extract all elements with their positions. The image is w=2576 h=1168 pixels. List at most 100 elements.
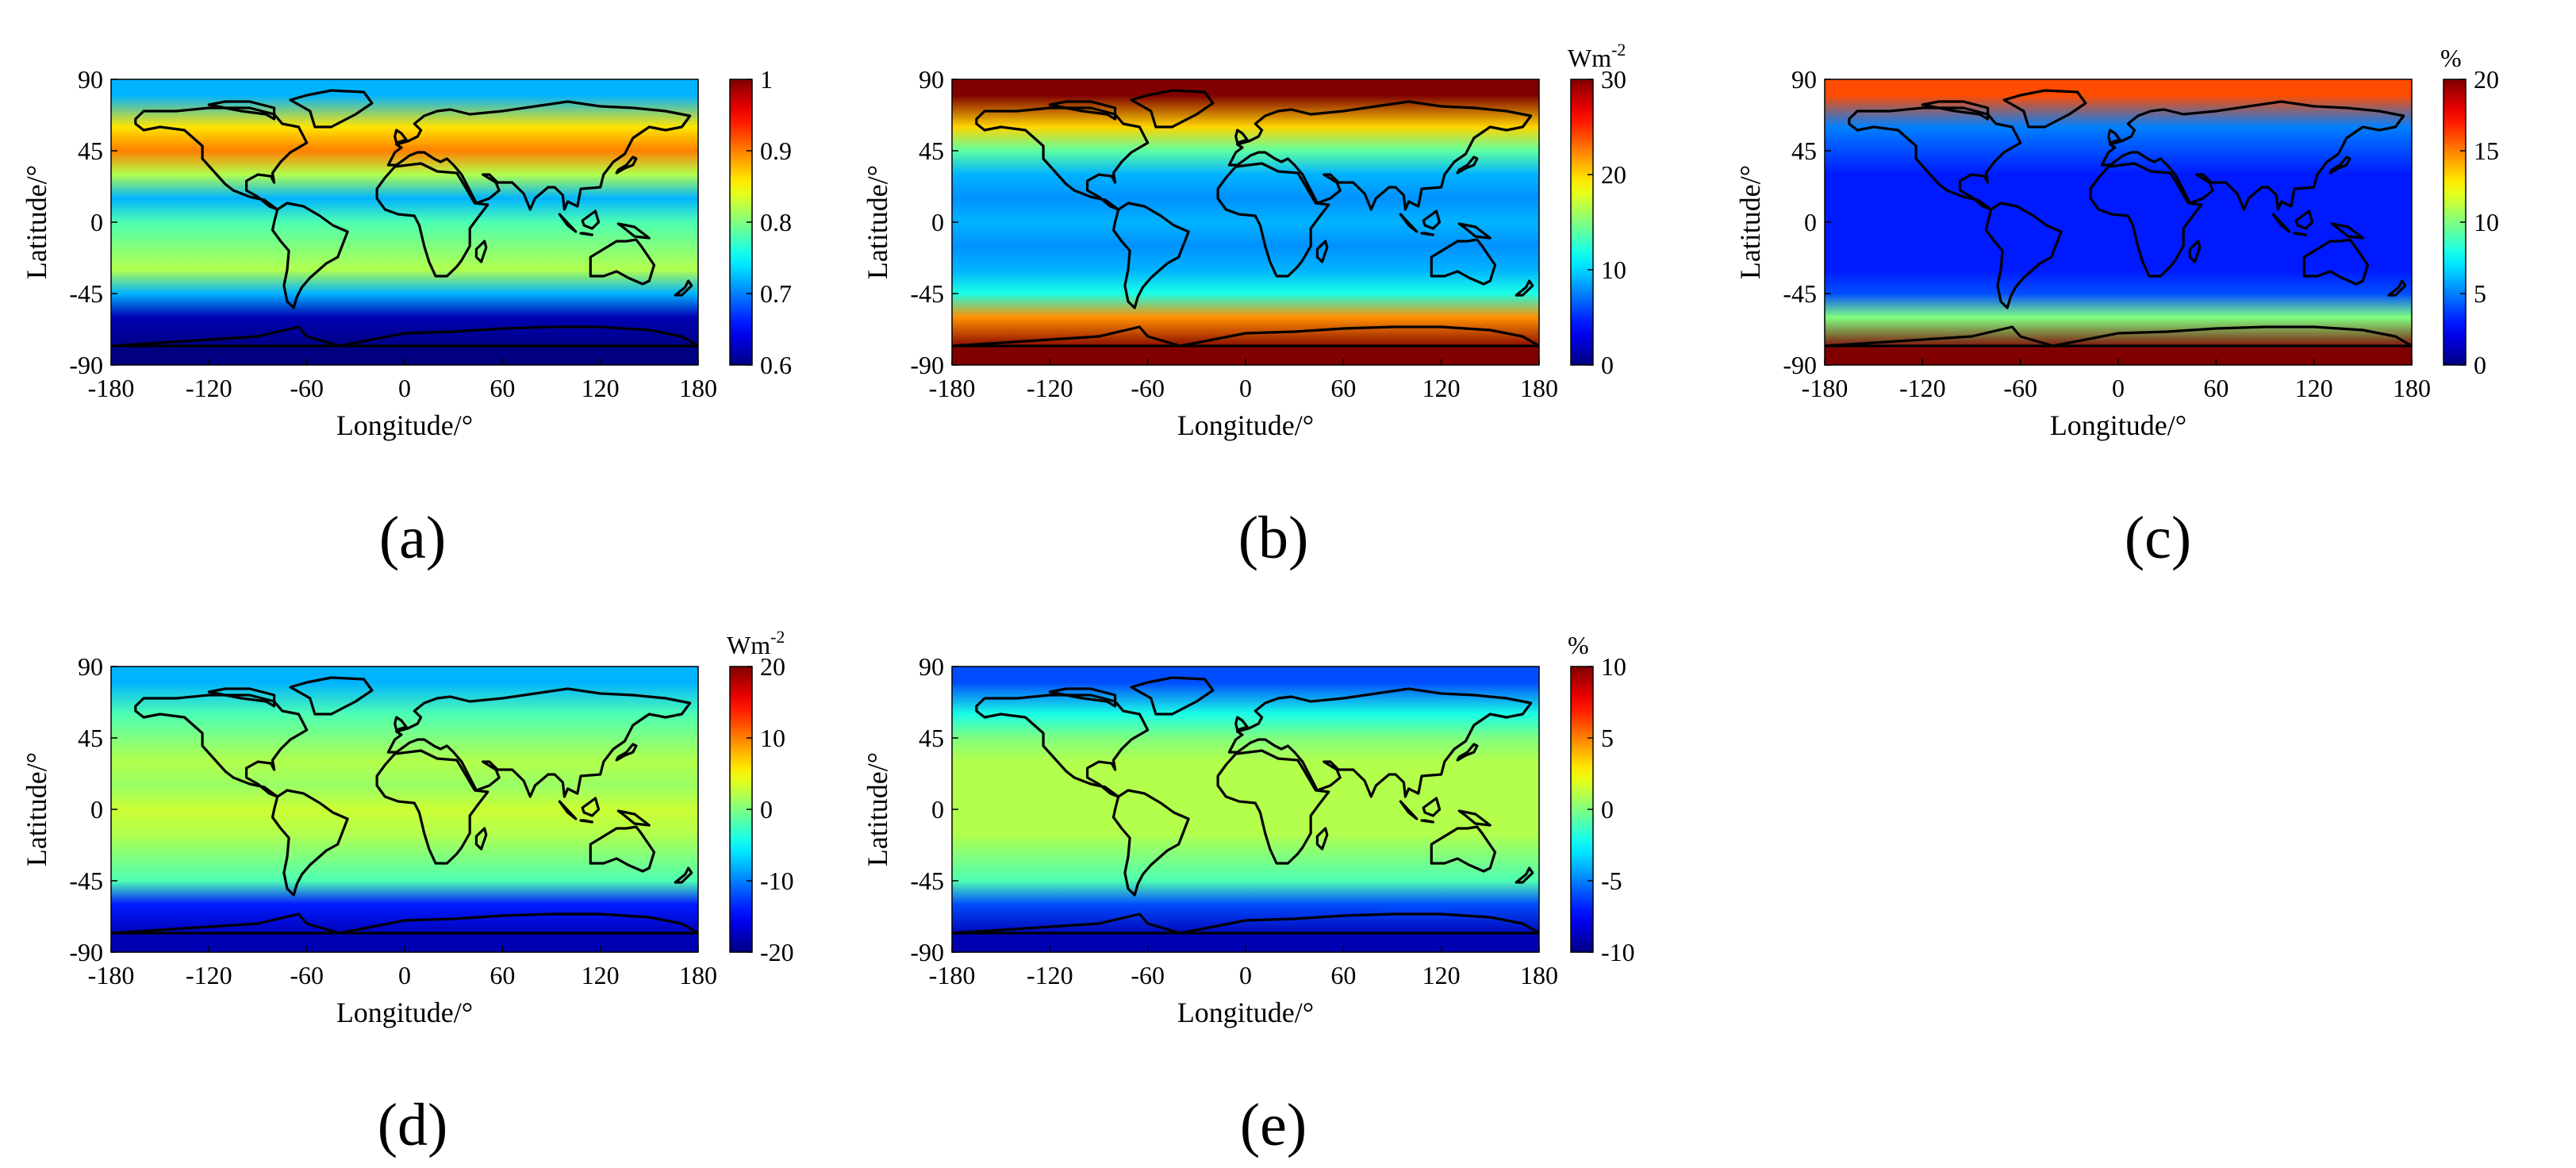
y-axis-label: Latitude/° (862, 752, 893, 866)
colorbar-tick-label: -20 (760, 938, 794, 966)
coastline (1422, 209, 1442, 230)
y-tick-label: 90 (1791, 65, 1817, 94)
coastline (1216, 749, 1330, 865)
x-tick-label: -60 (290, 374, 324, 402)
coastline (2387, 279, 2407, 297)
coastline (952, 325, 1539, 348)
x-tick-label: 180 (1520, 374, 1558, 402)
heatmap-field (952, 79, 1539, 365)
colorbar-tick-label: 0.7 (760, 279, 792, 308)
coastlines (111, 676, 698, 935)
x-tick-label: -120 (186, 374, 232, 402)
y-tick-label: -45 (69, 866, 103, 895)
x-tick-label: -120 (186, 961, 232, 989)
coastline (1315, 827, 1329, 851)
coastline (289, 676, 374, 716)
heatmap-field (111, 667, 698, 952)
x-tick-label: -180 (929, 374, 976, 402)
panel-label-a: (a) (378, 505, 447, 571)
x-tick-label: -120 (1027, 374, 1073, 402)
colorbar-tick-label: 5 (2474, 279, 2486, 308)
coastlines (952, 676, 1539, 935)
coastline (589, 825, 656, 873)
y-tick-label: 0 (90, 795, 103, 824)
x-tick-label: 0 (1239, 961, 1252, 989)
coastline (1111, 789, 1190, 897)
coastline (581, 209, 601, 230)
colorbar (1570, 666, 1594, 953)
coastline (615, 156, 638, 175)
coastline (375, 162, 489, 278)
coastline (375, 749, 489, 865)
coastlines (952, 89, 1539, 348)
y-tick-label: -45 (1783, 279, 1817, 308)
panel-a: -180 -120 -60 0 60 120 180 90 45 0 -45 -90 Longitude… (16, 63, 825, 571)
coastline (1515, 279, 1534, 297)
coastline (1984, 202, 2063, 309)
coastline (615, 743, 638, 762)
coastline (579, 232, 593, 236)
coastline (134, 106, 309, 211)
y-tick-label: 45 (78, 724, 103, 752)
y-tick-label: -90 (69, 351, 103, 379)
colorbar-tick-label: -10 (760, 866, 794, 895)
x-axis-label: Longitude/° (1177, 409, 1314, 441)
heatmap-field (952, 667, 1539, 952)
x-tick-label: -120 (1899, 374, 1946, 402)
coastline (2271, 213, 2291, 233)
x-tick-label: -60 (2003, 374, 2037, 402)
colorbar-tick-label: 0 (1601, 351, 1614, 379)
y-axis-label: Latitude/° (862, 165, 893, 279)
coastline (1048, 687, 1117, 708)
coastlines (111, 89, 698, 348)
coastline (271, 789, 349, 897)
y-tick-label: 45 (919, 136, 944, 165)
coastline (1227, 100, 1533, 211)
coastline (207, 100, 276, 121)
x-tick-label: -180 (1802, 374, 1849, 402)
y-tick-label: 45 (1791, 136, 1817, 165)
coastline (386, 100, 692, 211)
x-tick-label: 60 (489, 374, 515, 402)
coastline (2100, 100, 2405, 211)
coastline (1130, 89, 1215, 129)
coastline (2293, 232, 2307, 236)
x-tick-label: -180 (88, 961, 135, 989)
colorbar-tick-label: 20 (2474, 65, 2499, 94)
coastline (394, 129, 408, 144)
panel-c: -180 -120 -60 0 60 120 180 90 45 0 -45 -90 Longitude… (1729, 44, 2570, 571)
panel-label-b: (b) (1238, 505, 1309, 571)
x-tick-label: 0 (1239, 374, 1252, 402)
colorbar-tick-label: 10 (1601, 652, 1626, 681)
x-tick-label: 0 (398, 961, 411, 989)
colorbar-tick-label: -10 (1601, 938, 1635, 966)
coastline (2089, 162, 2203, 278)
colorbar-tick-label: 0.6 (760, 351, 792, 379)
coastline (2002, 89, 2087, 129)
coastline (589, 238, 656, 286)
coastline (1848, 106, 2022, 211)
heatmap-c: -180 -120 -60 0 60 120 180 90 45 0 -45 -90 Longitude… (1734, 44, 2499, 441)
coastline (1420, 819, 1434, 824)
coastline (111, 325, 698, 348)
x-tick-label: 120 (1422, 374, 1461, 402)
coastline (558, 800, 578, 820)
coastline (111, 912, 698, 935)
x-tick-label: 60 (1330, 374, 1356, 402)
x-tick-label: 180 (679, 374, 717, 402)
x-tick-label: 0 (398, 374, 411, 402)
coastline (1515, 866, 1534, 884)
coastline (674, 279, 693, 297)
x-tick-label: 120 (1422, 961, 1461, 989)
coastline (1130, 676, 1215, 716)
panel-label-c: (c) (2124, 505, 2192, 571)
colorbar-unit: % (2440, 44, 2462, 72)
coastline (474, 240, 488, 263)
y-tick-label: 90 (919, 652, 944, 681)
coastline (952, 912, 1539, 935)
coastline (975, 106, 1150, 211)
colorbar-tick-label: -5 (1601, 866, 1622, 895)
coastlines (1825, 89, 2412, 348)
colorbar-tick-label: 0.8 (760, 208, 792, 236)
y-tick-label: 0 (931, 795, 944, 824)
